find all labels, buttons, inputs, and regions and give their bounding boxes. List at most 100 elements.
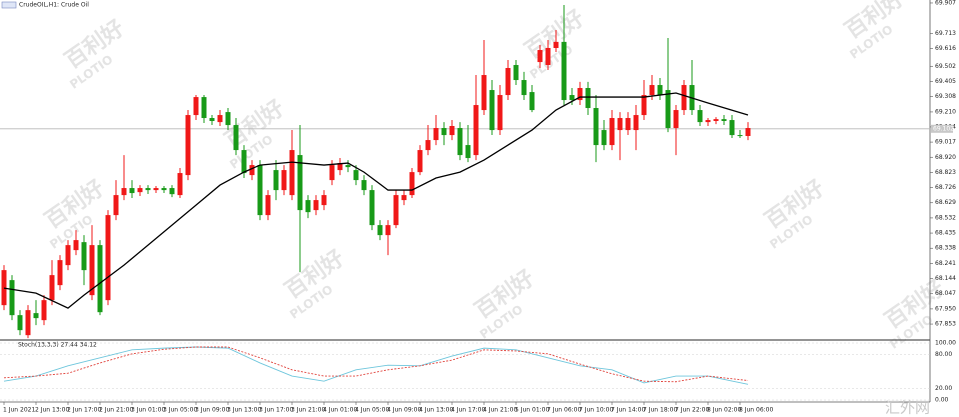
symbol-icon	[1, 1, 17, 9]
candle-body	[601, 130, 607, 146]
candle-body	[289, 150, 295, 196]
candle-body	[97, 245, 103, 313]
candle-body	[65, 245, 71, 266]
candle-body	[705, 120, 711, 123]
stoch-d-line	[3, 346, 749, 383]
candle-body	[713, 119, 719, 121]
y-tick-label: 68.338	[935, 245, 956, 252]
x-tick-label: 2 Jun 21:00	[99, 407, 133, 414]
candle-body	[481, 75, 487, 111]
y-tick-label: 68.629	[935, 199, 956, 206]
candle-body	[137, 188, 143, 193]
candle-body	[561, 41, 567, 101]
candle-body	[417, 150, 423, 173]
candle-body	[169, 188, 175, 195]
x-tick-label: 7 Jun 18:00	[643, 407, 677, 414]
candle-body	[361, 180, 367, 191]
x-tick-label: 3 Jun 09:00	[195, 407, 229, 414]
candle-body	[369, 190, 375, 226]
candle-body	[9, 280, 15, 316]
candle-body	[593, 108, 599, 146]
candle-body	[617, 118, 623, 131]
candle-body	[25, 310, 31, 336]
x-tick-label: 7 Jun 14:00	[611, 407, 645, 414]
candle-body	[425, 140, 431, 151]
candle-body	[49, 275, 55, 301]
x-tick-label: 4 Jun 05:00	[355, 407, 389, 414]
candle-body	[33, 313, 39, 319]
candle-body	[105, 215, 111, 301]
candle-body	[321, 195, 327, 206]
candle-body	[385, 225, 391, 236]
x-tick-label: 4 Jun 21:00	[483, 407, 517, 414]
candle-body	[441, 128, 447, 136]
candle-body	[73, 240, 79, 251]
candle-body	[377, 225, 383, 236]
candle-body	[649, 85, 655, 96]
candle-body	[577, 88, 583, 101]
candle-body	[521, 80, 527, 96]
candle-body	[201, 97, 207, 119]
y-tick-label: 69.907	[935, 0, 956, 6]
x-tick-label: 2 Jun 13:00	[35, 407, 69, 414]
candle-body	[249, 165, 255, 176]
candle-body	[473, 105, 479, 156]
candle-body	[1, 270, 7, 306]
candle-body	[393, 195, 399, 226]
candle-body	[313, 200, 319, 211]
candle-body	[281, 170, 287, 191]
stoch-k-line	[3, 346, 749, 385]
candle-body	[641, 95, 647, 116]
x-tick-label: 3 Jun 13:00	[227, 407, 261, 414]
candle-body	[433, 128, 439, 141]
candle-body	[337, 163, 343, 171]
x-tick-label: 4 Jun 09:00	[387, 407, 421, 414]
candle-body	[153, 188, 159, 191]
candle-body	[457, 128, 463, 156]
y-tick-label: 69.308	[935, 93, 956, 100]
candle-body	[233, 125, 239, 151]
candle-body	[17, 315, 23, 331]
candle-body	[121, 188, 127, 196]
x-tick-label: 7 Jun 06:00	[547, 407, 581, 414]
y-tick-label: 68.144	[935, 275, 956, 282]
candle-body	[217, 115, 223, 123]
candle-body	[273, 170, 279, 191]
stoch-tick-label: 20.00	[935, 385, 952, 392]
candle-body	[353, 170, 359, 181]
y-tick-label: 69.713	[935, 30, 956, 37]
candle-body	[545, 47, 551, 66]
candle-body	[41, 300, 47, 321]
candle-body	[89, 245, 95, 296]
x-tick-label: 2 Jun 17:00	[67, 407, 101, 414]
stoch-tick-label: 80.00	[935, 351, 952, 358]
y-tick-label: 68.532	[935, 214, 956, 221]
x-tick-label: 1 Jun 2021	[3, 407, 35, 414]
candle-body	[665, 90, 671, 129]
candle-body	[145, 188, 151, 191]
candle-body	[721, 119, 727, 121]
candle-body	[177, 173, 183, 196]
x-tick-label: 4 Jun 01:00	[323, 407, 357, 414]
candle-body	[257, 165, 263, 216]
candle-body	[681, 85, 687, 111]
candle-body	[209, 118, 215, 121]
x-tick-label: 5 Jun 01:00	[515, 407, 549, 414]
site-watermark: 汇外网	[885, 399, 930, 417]
y-tick-label: 69.017	[935, 139, 956, 146]
candle-body	[633, 115, 639, 131]
candle-body	[345, 165, 351, 168]
candle-body	[553, 41, 559, 48]
candle-body	[161, 188, 167, 191]
candle-body	[193, 97, 199, 116]
candle-body	[449, 125, 455, 136]
stoch-tick-label: 100.00	[935, 340, 956, 347]
candle-body	[745, 128, 751, 136]
y-tick-label: 69.210	[935, 108, 956, 115]
candle-body	[489, 90, 495, 131]
candle-body	[401, 195, 407, 201]
